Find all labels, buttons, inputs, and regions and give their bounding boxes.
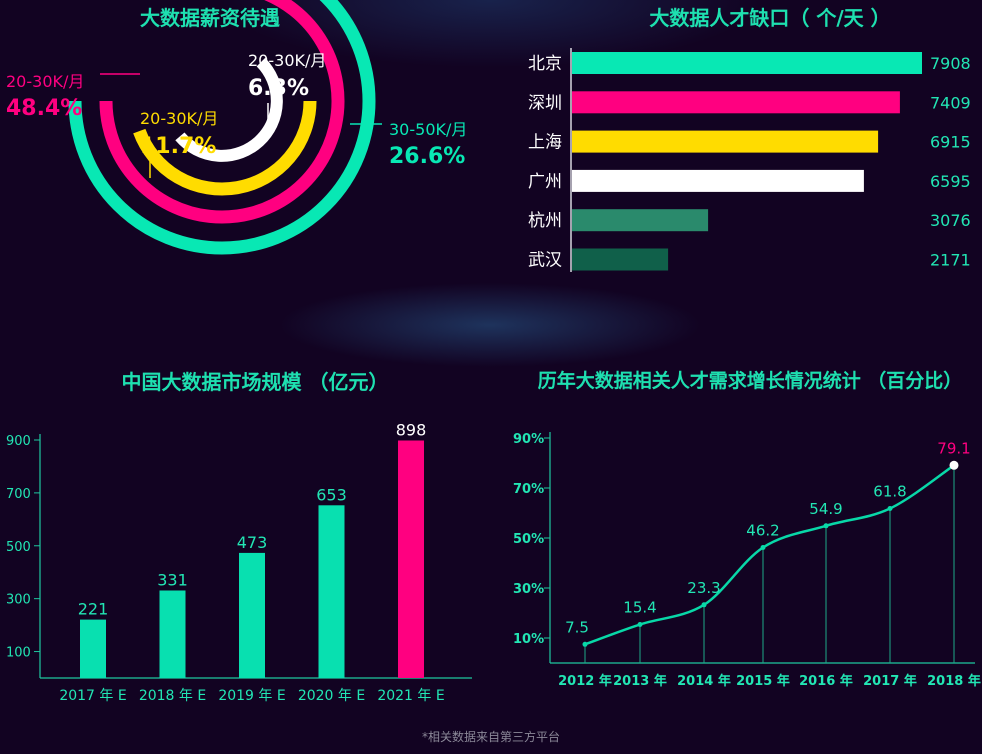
bar xyxy=(159,590,186,678)
bar-value-label: 2171 xyxy=(930,251,971,270)
category-label: 上海 xyxy=(528,133,562,153)
bar-value-label: 331 xyxy=(157,571,188,590)
bar xyxy=(572,130,879,153)
x-tick-label: 2020 年 E xyxy=(298,688,365,704)
market-chart-title: 中国大数据市场规模 （亿元） xyxy=(121,370,389,394)
x-tick-label: 2015 年 xyxy=(736,673,790,689)
bar xyxy=(572,209,709,232)
x-tick-label: 2017 年 E xyxy=(59,688,126,704)
data-point xyxy=(760,545,766,550)
x-tick-label: 2012 年 xyxy=(558,673,612,689)
x-tick-label: 2019 年 E xyxy=(218,688,285,704)
x-tick-label: 2018 年 xyxy=(927,673,981,689)
point-value-label: 54.9 xyxy=(809,500,842,518)
point-value-label: 7.5 xyxy=(565,618,589,636)
bar xyxy=(318,505,345,678)
x-tick-label: 2018 年 E xyxy=(139,688,206,704)
category-label: 深圳 xyxy=(528,93,562,113)
category-label: 杭州 xyxy=(528,211,562,231)
slice-label: 20-30K/月 xyxy=(140,109,218,128)
bar xyxy=(398,440,424,678)
donut-ring-0 xyxy=(68,0,376,255)
donut-ring-1 xyxy=(99,0,345,224)
growth-chart-title: 历年大数据相关人才需求增长情况统计 （百分比） xyxy=(537,370,963,392)
y-tick-label: 70% xyxy=(513,482,544,497)
point-value-label: 79.1 xyxy=(937,439,970,457)
x-tick-label: 2014 年 xyxy=(677,673,731,689)
point-value-label: 23.3 xyxy=(687,579,720,597)
bar-value-label: 6915 xyxy=(930,133,971,152)
y-tick-label: 500 xyxy=(6,540,31,555)
data-point xyxy=(582,641,588,647)
slice-label: 20-30K/月 xyxy=(248,51,326,70)
slice-value: 26.6% xyxy=(389,144,465,169)
y-tick-label: 300 xyxy=(6,593,31,608)
slice-value: 48.4% xyxy=(6,96,82,121)
bar-value-label: 7409 xyxy=(930,93,971,112)
y-tick-label: 30% xyxy=(513,582,544,597)
point-value-label: 61.8 xyxy=(873,483,906,501)
bar xyxy=(572,91,900,114)
data-point xyxy=(637,622,643,627)
bar-value-label: 221 xyxy=(78,600,109,619)
point-value-label: 15.4 xyxy=(623,599,656,617)
donut-ring-3 xyxy=(175,57,283,162)
x-tick-label: 2017 年 xyxy=(863,673,917,689)
bar xyxy=(572,169,864,192)
category-label: 北京 xyxy=(528,54,562,74)
slice-label: 30-50K/月 xyxy=(389,120,467,139)
x-tick-label: 2021 年 E xyxy=(377,688,444,704)
y-tick-label: 100 xyxy=(6,646,31,661)
shortage-chart-title: 大数据人才缺口（ 个/天 ） xyxy=(649,6,891,30)
x-tick-label: 2013 年 xyxy=(613,673,667,689)
salary-chart-title: 大数据薪资待遇 xyxy=(140,6,280,30)
slice-value: 6.3% xyxy=(248,76,309,101)
bar-value-label: 6595 xyxy=(930,172,971,191)
bar-value-label: 898 xyxy=(396,421,427,440)
donut-ring-2 xyxy=(133,100,317,196)
y-tick-label: 50% xyxy=(513,532,544,547)
category-label: 武汉 xyxy=(528,251,562,271)
footnote: *相关数据来自第三方平台 xyxy=(421,730,560,744)
bar-value-label: 3076 xyxy=(930,211,971,230)
data-point xyxy=(887,506,893,511)
y-tick-label: 10% xyxy=(513,632,544,647)
data-point xyxy=(949,460,959,470)
y-tick-label: 700 xyxy=(6,487,31,502)
bar-value-label: 7908 xyxy=(930,54,971,73)
category-label: 广州 xyxy=(528,172,562,192)
bar-value-label: 473 xyxy=(237,533,268,552)
data-point xyxy=(701,602,707,608)
point-value-label: 46.2 xyxy=(746,522,779,540)
bar xyxy=(572,52,922,74)
bar-value-label: 653 xyxy=(316,485,347,504)
bar xyxy=(239,552,265,678)
bar xyxy=(572,248,669,271)
data-point xyxy=(823,523,829,529)
bar xyxy=(80,619,106,678)
y-tick-label: 90% xyxy=(513,432,544,447)
slice-value: 11.7% xyxy=(140,134,216,159)
y-tick-label: 900 xyxy=(6,434,31,449)
x-tick-label: 2016 年 xyxy=(799,673,853,689)
slice-label: 20-30K/月 xyxy=(6,72,84,91)
